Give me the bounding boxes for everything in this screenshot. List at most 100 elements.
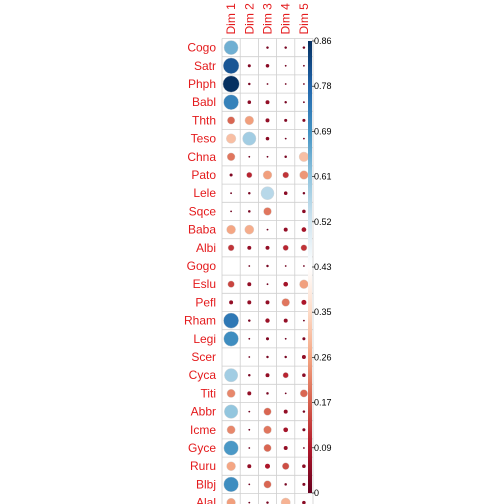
row-label: Titi (200, 386, 216, 400)
cell-circle (262, 170, 273, 180)
cell-circle (283, 191, 288, 195)
row-labels: Cogo Satr Phph Babl Thth Teso Chna Pato Lele Sqce… (184, 41, 216, 504)
cell-circle (226, 224, 236, 235)
colorbar-tick-label: 0.35 (314, 307, 332, 317)
cell-circle (247, 64, 251, 68)
cell-circle (263, 480, 272, 489)
cell-circle (230, 210, 233, 213)
cell-circle (248, 319, 251, 322)
row-label: Cogo (187, 41, 216, 55)
row-label: Phph (188, 77, 216, 91)
cell-circle (248, 483, 251, 486)
cell-circle (299, 170, 309, 180)
cell-circle (226, 152, 236, 161)
cell-circle (247, 282, 252, 287)
row-label: Teso (191, 132, 217, 146)
cell-circle (303, 137, 305, 140)
cell-circle (283, 446, 288, 450)
cell-circle (227, 244, 235, 252)
cell-circle (227, 116, 236, 125)
column-label: Dim 5 (297, 3, 311, 35)
row-label: Thth (192, 113, 216, 127)
row-label: Rham (184, 314, 216, 328)
cell-circle (244, 115, 254, 126)
cell-circle (284, 265, 287, 267)
colorbar-gradient (308, 41, 312, 493)
cell-circle (247, 100, 252, 104)
colorbar-tick-label: 0.61 (314, 172, 332, 182)
cell-circle (284, 118, 288, 122)
cell-circle (303, 265, 305, 267)
cell-circle (284, 392, 287, 395)
row-label: Scer (191, 350, 216, 364)
cell-circle (265, 100, 270, 105)
cell-circle (248, 373, 251, 377)
cell-circle (266, 46, 269, 49)
cell-circle (282, 171, 289, 179)
cell-circle (301, 355, 306, 359)
cell-circle (226, 133, 237, 144)
cell-circle (248, 82, 251, 86)
cell-circle (301, 299, 307, 305)
row-label: Icme (190, 423, 216, 437)
matrix-circles (222, 40, 309, 504)
cell-circle (222, 75, 240, 93)
cell-circle (303, 64, 305, 67)
column-label: Dim 3 (261, 3, 275, 35)
cell-circle (302, 373, 306, 377)
cell-circle (284, 355, 287, 359)
cell-circle (265, 64, 270, 68)
cell-circle (226, 461, 236, 471)
cell-circle (265, 463, 270, 469)
colorbar-tick-label: 0.43 (314, 262, 332, 272)
row-label: Babl (192, 95, 216, 109)
cell-circle (284, 64, 287, 67)
row-label: Blbj (196, 477, 216, 491)
row-label: Pato (191, 168, 216, 182)
cell-circle (223, 440, 239, 456)
cell-circle (302, 118, 306, 122)
cell-circle (226, 389, 236, 398)
cell-circle (263, 444, 272, 452)
row-label: Eslu (193, 277, 216, 291)
cell-circle (263, 207, 272, 216)
cell-circle (223, 476, 239, 492)
cell-circle (229, 300, 234, 305)
colorbar-tick-label: 0.26 (314, 352, 332, 362)
cell-circle (302, 482, 306, 486)
cell-circle (303, 83, 305, 85)
cell-circle (299, 389, 308, 398)
cell-circle (302, 209, 306, 214)
cell-circle (223, 57, 240, 74)
cell-circle (300, 244, 308, 252)
cell-circle (247, 245, 252, 250)
cell-circle (284, 83, 287, 85)
cell-circle (299, 279, 309, 289)
cell-circle (265, 245, 270, 250)
cell-circle (266, 392, 269, 395)
cell-circle (302, 191, 306, 195)
cell-circle (248, 356, 251, 358)
row-label: Pefl (195, 295, 216, 309)
colorbar-tick-label: 0.86 (314, 36, 332, 46)
cell-circle (283, 409, 288, 414)
cell-circle (266, 355, 269, 359)
cell-circle (282, 244, 289, 251)
cell-circle (223, 312, 239, 329)
cell-circle (281, 298, 290, 307)
cell-circle (223, 40, 239, 55)
cell-circle (265, 373, 270, 378)
row-label: Gyce (188, 441, 216, 455)
cell-circle (229, 173, 233, 177)
colorbar-tick-label: 0.69 (314, 126, 332, 136)
cell-circle (283, 318, 288, 323)
row-label: Baba (188, 223, 216, 237)
cell-circle (284, 137, 287, 140)
row-label: Legi (193, 332, 216, 346)
cell-circle (247, 300, 252, 305)
cell-circle (284, 337, 287, 340)
colorbar-tick-label: 0 (314, 488, 319, 498)
cell-circle (266, 283, 269, 286)
cell-circle (223, 94, 239, 110)
